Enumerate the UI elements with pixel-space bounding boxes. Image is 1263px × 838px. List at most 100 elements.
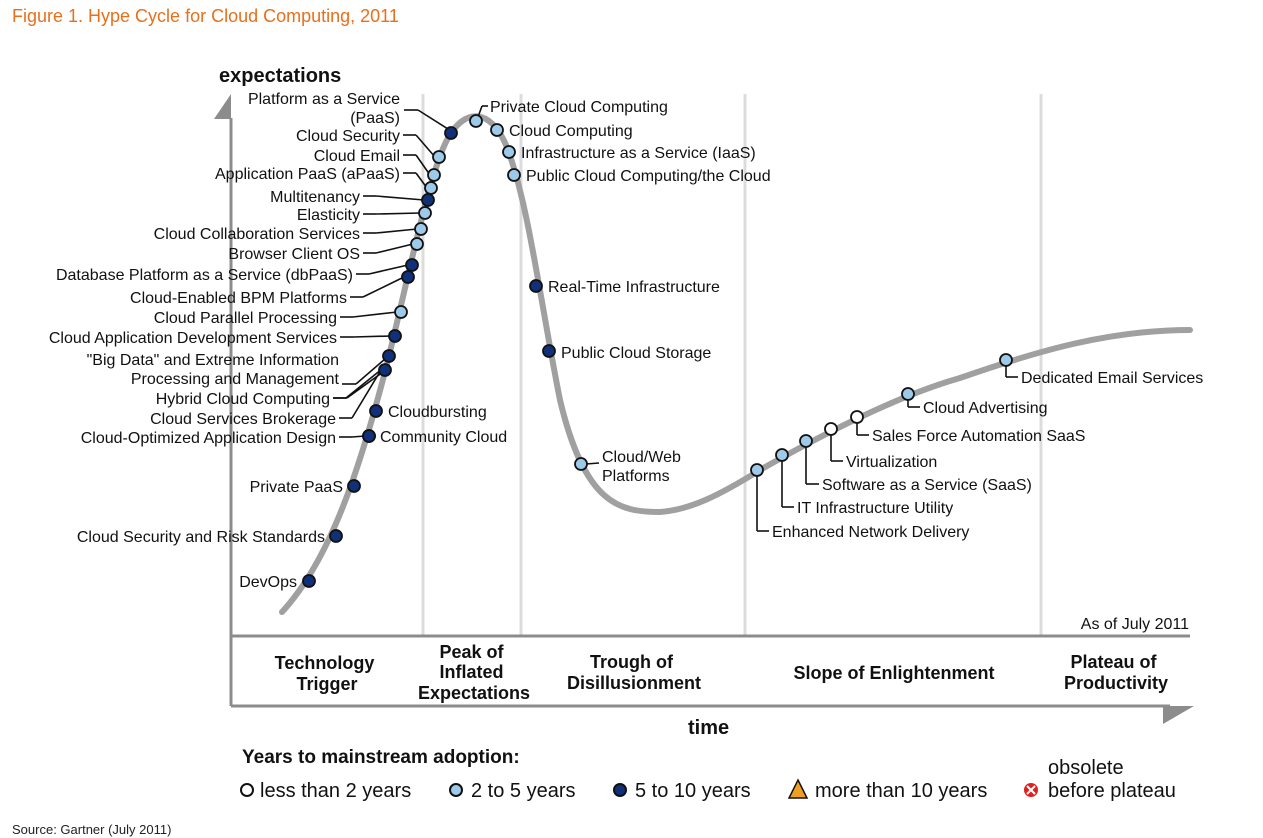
technology-label: Platform as a Service	[248, 91, 400, 108]
technology-label: Virtualization	[846, 454, 937, 471]
technology-marker	[388, 329, 402, 343]
technology-label: Multitenancy	[270, 189, 360, 206]
technology-marker	[418, 206, 432, 220]
phase-dividers	[421, 94, 1043, 636]
technology-marker	[444, 126, 458, 140]
axes	[214, 94, 1194, 724]
technology-marker	[347, 479, 361, 493]
technology-marker	[378, 363, 392, 377]
technology-marker	[405, 258, 419, 272]
technology-label: Elasticity	[297, 207, 360, 224]
technology-marker	[401, 270, 415, 284]
technology-marker	[427, 168, 441, 182]
technology-label: Platforms	[602, 468, 670, 485]
technology-label: Cloud Advertising	[923, 400, 1048, 417]
technology-label: Sales Force Automation SaaS	[872, 428, 1085, 445]
x-axis-arrow	[1163, 706, 1194, 724]
technology-label: (PaaS)	[350, 110, 400, 127]
technology-label: Hybrid Cloud Computing	[156, 391, 330, 408]
technology-marker	[901, 387, 915, 401]
technology-label: Database Platform as a Service (dbPaaS)	[56, 267, 353, 284]
technology-marker	[469, 114, 483, 128]
leader-line	[375, 228, 418, 234]
technology-marker	[432, 150, 446, 164]
legend-symbol-obsolete	[1024, 783, 1038, 797]
technology-label: IT Infrastructure Utility	[797, 500, 953, 517]
technology-marker	[775, 448, 789, 462]
technology-label: Browser Client OS	[228, 246, 360, 263]
technology-marker	[502, 145, 516, 159]
legend-label-obsolete: before plateau	[1048, 780, 1176, 802]
technology-label: Application PaaS (aPaaS)	[215, 166, 400, 183]
leader-line	[375, 212, 422, 215]
technology-label: Public Cloud Storage	[561, 345, 711, 362]
technology-marker	[424, 181, 438, 195]
technology-marker	[799, 434, 813, 448]
leader-lines	[333, 105, 1018, 532]
technology-marker	[302, 574, 316, 588]
legend-label-lt2: less than 2 years	[260, 780, 411, 802]
technology-label: Cloud Security and Risk Standards	[77, 529, 325, 546]
technology-markers	[302, 114, 1013, 588]
source-note: Source: Gartner (July 2011)	[12, 822, 172, 837]
technology-marker	[329, 529, 343, 543]
y-axis-arrow	[214, 94, 231, 119]
legend-label-obsolete-top: obsolete	[1048, 757, 1124, 779]
legend-label-gt10: more than 10 years	[815, 780, 987, 802]
as-of-label: As of July 2011	[1081, 616, 1189, 633]
phase-label-plateau: Plateau of Productivity	[1064, 652, 1168, 693]
technology-marker	[542, 344, 556, 358]
technology-marker	[490, 123, 504, 137]
leader-line	[375, 195, 425, 201]
phase-label-slope: Slope of Enlightenment	[794, 663, 995, 683]
technology-marker	[574, 457, 588, 471]
leader-line	[352, 311, 398, 318]
technology-label: "Big Data" and Extreme Information	[87, 352, 339, 369]
leader-line	[351, 369, 382, 419]
leader-line	[585, 462, 600, 465]
technology-label: Infrastructure as a Service (IaaS)	[521, 145, 756, 162]
technology-label: Cloud-Optimized Application Design	[81, 430, 336, 447]
phase-label-technology-trigger: Technology Trigger	[275, 653, 380, 694]
leader-line	[345, 368, 383, 399]
leader-line	[415, 134, 436, 158]
technology-label: Cloud Computing	[509, 123, 633, 140]
technology-label: Public Cloud Computing/the Cloud	[526, 168, 771, 185]
legend-symbol-gt10	[787, 778, 809, 799]
technology-label: Real-Time Infrastructure	[548, 279, 720, 296]
phase-labels: Technology Trigger Peak of Inflated Expe…	[275, 642, 1168, 703]
technology-marker	[750, 463, 764, 477]
leader-line	[417, 109, 449, 130]
legend-symbol-lt2	[240, 783, 254, 797]
technology-label: Processing and Management	[131, 371, 340, 388]
phase-label-trough: Trough of Disillusionment	[567, 652, 701, 693]
technology-label: Cloud Email	[314, 148, 400, 165]
leader-line	[415, 154, 431, 176]
technology-marker	[414, 222, 428, 236]
technology-label: Cloud Security	[296, 128, 400, 145]
technology-marker	[421, 193, 435, 207]
technology-label: Cloud Services Brokerage	[150, 411, 336, 428]
technology-label: Enhanced Network Delivery	[772, 524, 969, 541]
legend-label-5to10: 5 to 10 years	[635, 780, 751, 802]
x-axis-label: time	[688, 717, 729, 739]
technology-marker	[824, 422, 838, 436]
legend: Years to mainstream adoption: less than …	[240, 747, 1176, 802]
legend-symbol-5to10	[613, 783, 627, 797]
technology-label: Community Cloud	[380, 429, 507, 446]
technology-marker	[410, 237, 424, 251]
technology-label: Cloud Parallel Processing	[154, 310, 337, 327]
technology-label: Cloud Application Development Services	[49, 330, 337, 347]
y-axis-label: expectations	[219, 65, 341, 87]
technology-label: Private Cloud Computing	[490, 99, 668, 116]
legend-symbol-2to5	[449, 783, 463, 797]
technology-label: DevOps	[239, 574, 297, 591]
technology-label: Software as a Service (SaaS)	[822, 477, 1032, 494]
phase-label-peak: Peak of Inflated Expectations	[418, 642, 530, 703]
hype-cycle-chart: expectations time As of July 2011 Techno…	[49, 65, 1203, 802]
technology-label: Private PaaS	[250, 479, 343, 496]
leader-line	[375, 243, 414, 254]
technology-label: Cloud/Web	[602, 449, 681, 466]
technology-label: Cloud Collaboration Services	[154, 226, 360, 243]
technology-label: Cloud-Enabled BPM Platforms	[130, 290, 347, 307]
